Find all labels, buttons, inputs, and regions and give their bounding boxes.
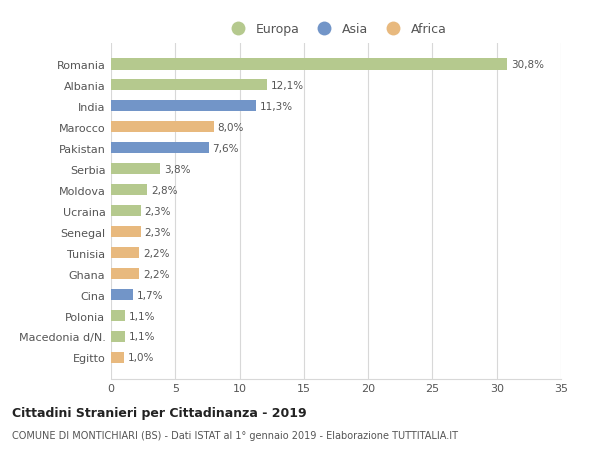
Text: 2,2%: 2,2% <box>143 248 170 258</box>
Bar <box>111 268 139 280</box>
Bar <box>111 59 507 70</box>
Bar <box>111 352 124 364</box>
Text: 7,6%: 7,6% <box>212 143 239 153</box>
Bar <box>111 185 147 196</box>
Bar <box>111 310 125 322</box>
Text: 1,7%: 1,7% <box>137 290 163 300</box>
Text: 12,1%: 12,1% <box>271 80 304 90</box>
Text: COMUNE DI MONTICHIARI (BS) - Dati ISTAT al 1° gennaio 2019 - Elaborazione TUTTIT: COMUNE DI MONTICHIARI (BS) - Dati ISTAT … <box>12 431 458 441</box>
Bar <box>111 122 214 133</box>
Bar <box>111 331 125 342</box>
Text: 8,0%: 8,0% <box>218 123 244 132</box>
Text: 2,3%: 2,3% <box>145 227 171 237</box>
Bar <box>111 226 140 238</box>
Legend: Europa, Asia, Africa: Europa, Asia, Africa <box>221 18 452 41</box>
Text: Cittadini Stranieri per Cittadinanza - 2019: Cittadini Stranieri per Cittadinanza - 2… <box>12 406 307 419</box>
Bar <box>111 205 140 217</box>
Text: 1,0%: 1,0% <box>128 353 154 363</box>
Text: 2,8%: 2,8% <box>151 185 178 195</box>
Bar <box>111 163 160 175</box>
Text: 1,1%: 1,1% <box>129 311 155 321</box>
Text: 11,3%: 11,3% <box>260 101 293 112</box>
Bar <box>111 289 133 301</box>
Text: 2,3%: 2,3% <box>145 206 171 216</box>
Bar <box>111 143 209 154</box>
Text: 3,8%: 3,8% <box>164 164 190 174</box>
Bar <box>111 101 256 112</box>
Text: 2,2%: 2,2% <box>143 269 170 279</box>
Text: 30,8%: 30,8% <box>511 60 544 70</box>
Bar <box>111 80 266 91</box>
Text: 1,1%: 1,1% <box>129 332 155 342</box>
Bar <box>111 247 139 259</box>
